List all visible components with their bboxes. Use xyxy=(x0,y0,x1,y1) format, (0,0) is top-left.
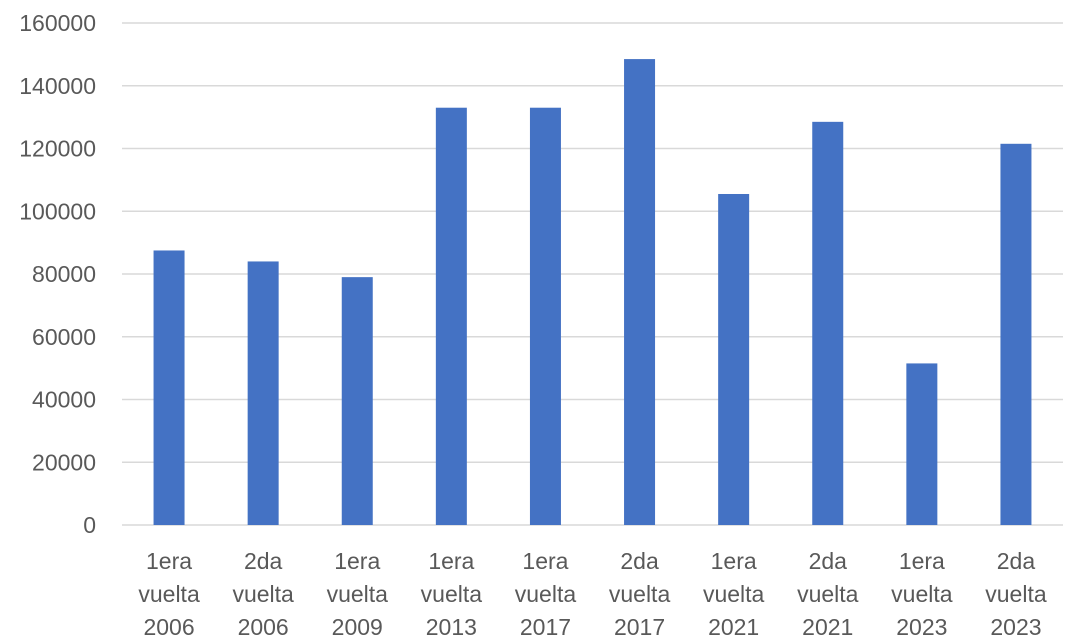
y-tick-label: 160000 xyxy=(19,10,96,36)
y-tick-label: 20000 xyxy=(32,449,96,475)
y-tick-label: 60000 xyxy=(32,324,96,350)
x-category-label-line: vuelta xyxy=(609,581,671,607)
bar xyxy=(341,277,373,525)
x-category-label-line: 1era xyxy=(522,548,568,574)
bars xyxy=(153,59,1032,526)
bar xyxy=(435,107,467,526)
x-category-label: 1era vuelta 2021 xyxy=(703,548,765,640)
x-category-label-line: 2023 xyxy=(990,614,1041,640)
x-category-label-line: vuelta xyxy=(703,581,765,607)
x-category-label-line: 1era xyxy=(334,548,380,574)
x-category-label: 2da vuelta 2023 xyxy=(985,548,1047,640)
x-category-label-line: vuelta xyxy=(421,581,483,607)
x-category-label: 1era vuelta 2023 xyxy=(891,548,953,640)
x-category-label: 1era vuelta 2017 xyxy=(515,548,577,640)
x-category-label-line: 1era xyxy=(711,548,757,574)
x-category-label-line: vuelta xyxy=(515,581,577,607)
x-category-label-line: vuelta xyxy=(327,581,389,607)
x-category-label-line: 2da xyxy=(244,548,283,574)
bar xyxy=(718,193,750,525)
x-category-label-line: 2013 xyxy=(426,614,477,640)
x-category-label-line: vuelta xyxy=(797,581,859,607)
y-tick-label: 0 xyxy=(83,512,96,538)
x-category-label: 1era vuelta 2009 xyxy=(327,548,389,640)
x-category-label-line: 2021 xyxy=(708,614,759,640)
x-category-label-line: 2021 xyxy=(802,614,853,640)
x-category-label-line: 2006 xyxy=(238,614,289,640)
x-category-label-line: 2017 xyxy=(614,614,665,640)
bar xyxy=(529,107,561,526)
x-category-label-line: vuelta xyxy=(138,581,200,607)
x-category-label-line: 2017 xyxy=(520,614,571,640)
bar xyxy=(624,59,656,526)
bar xyxy=(153,250,185,525)
x-category-label-line: 1era xyxy=(146,548,192,574)
x-category-label-line: 1era xyxy=(428,548,474,574)
bar xyxy=(1000,143,1032,525)
x-category-label: 1era vuelta 2013 xyxy=(421,548,483,640)
y-tick-label: 80000 xyxy=(32,261,96,287)
x-category-label-line: vuelta xyxy=(985,581,1047,607)
y-tick-label: 140000 xyxy=(19,73,96,99)
x-category-label-line: 2006 xyxy=(143,614,194,640)
x-category-label-line: 2023 xyxy=(896,614,947,640)
y-tick-label: 120000 xyxy=(19,136,96,162)
x-category-label: 2da vuelta 2017 xyxy=(609,548,671,640)
y-tick-label: 40000 xyxy=(32,387,96,413)
x-category-label-line: 2009 xyxy=(332,614,383,640)
bar xyxy=(247,261,279,525)
y-axis-ticks: 0 20000 40000 60000 80000 100000 120000 140000 1… xyxy=(19,10,96,538)
x-category-label: 2da vuelta 2021 xyxy=(797,548,859,640)
x-axis-labels: 1era vuelta 2006 2da vuelta 2006 1era vuelta 200… xyxy=(138,548,1046,640)
x-category-label-line: 2da xyxy=(620,548,659,574)
gridlines xyxy=(122,22,1063,526)
x-category-label-line: 2da xyxy=(809,548,848,574)
x-category-label: 2da vuelta 2006 xyxy=(232,548,294,640)
x-category-label-line: 2da xyxy=(997,548,1036,574)
bar xyxy=(906,363,938,525)
x-category-label-line: vuelta xyxy=(232,581,294,607)
y-tick-label: 100000 xyxy=(19,198,96,224)
x-category-label-line: 1era xyxy=(899,548,945,574)
x-category-label: 1era vuelta 2006 xyxy=(138,548,200,640)
bar xyxy=(812,121,844,526)
x-category-label-line: vuelta xyxy=(891,581,953,607)
